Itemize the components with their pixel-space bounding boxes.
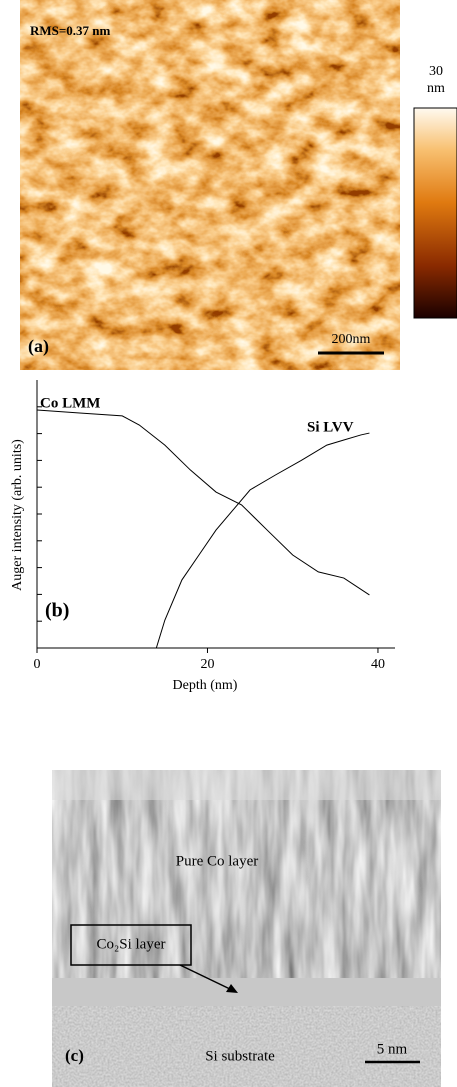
rms-label: RMS=0.37 nm <box>30 23 111 38</box>
colorbar-max: 30 <box>429 64 443 79</box>
label-box <box>70 924 192 966</box>
layer-label: Pure Co layer <box>176 853 258 869</box>
series-label: Si LVV <box>307 419 354 435</box>
chart: Depth (nm) Auger intensity (arb. units) … <box>10 380 395 693</box>
tem-substrate <box>52 1006 441 1087</box>
tem-co2si-layer <box>52 978 441 1006</box>
arrow <box>179 964 233 991</box>
x-tick-label: 0 <box>34 657 41 672</box>
layer-label: Co₂Si layer <box>97 936 166 952</box>
y-axis-label: Auger intensity (arb. units) <box>10 439 25 591</box>
x-axis-label: Depth (nm) <box>173 678 238 693</box>
scale-bar-label: 200nm <box>332 332 371 347</box>
tem-surface <box>52 770 441 800</box>
data-line <box>36 409 370 596</box>
colorbar-unit: nm <box>427 81 445 96</box>
series-label: Co LMM <box>40 395 100 411</box>
arrow-head <box>226 984 238 993</box>
afm-image <box>20 0 400 370</box>
data-line <box>155 432 370 649</box>
tem-co-layer <box>52 770 441 982</box>
x-tick-label: 40 <box>371 657 385 672</box>
x-tick-label: 20 <box>200 657 214 672</box>
panel-label: (c) <box>65 1046 84 1065</box>
panel-label: (b) <box>45 600 69 622</box>
scale-bar-label: 5 nm <box>377 1041 408 1057</box>
panel-label: (a) <box>28 336 49 357</box>
layer-label: Si substrate <box>205 1048 275 1064</box>
colorbar <box>413 107 457 319</box>
